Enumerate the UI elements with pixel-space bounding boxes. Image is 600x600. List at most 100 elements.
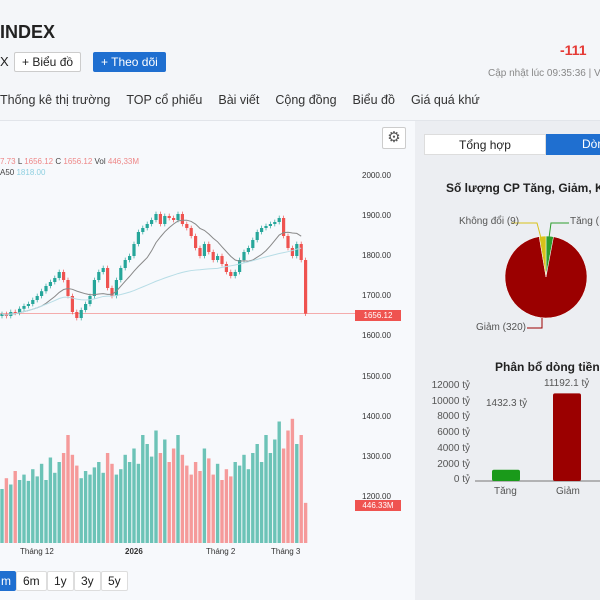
volume-bar xyxy=(127,462,132,543)
candle-body xyxy=(26,304,30,306)
volume-bar xyxy=(149,456,154,543)
pie-leader xyxy=(527,318,543,329)
candle-body xyxy=(0,314,4,316)
pie-slice xyxy=(504,236,588,319)
volume-bar xyxy=(101,472,105,543)
range-3y-button[interactable]: 3y xyxy=(74,571,101,591)
volume-bar xyxy=(264,435,268,543)
volume-bar xyxy=(136,463,141,543)
volume-bar xyxy=(110,463,114,543)
bar-category: Tăng xyxy=(494,486,517,497)
volume-bar xyxy=(237,465,242,543)
volume-bar xyxy=(48,457,53,543)
nav-articles[interactable]: Bài viết xyxy=(218,93,260,107)
volume-bar xyxy=(163,439,167,543)
update-time: Cập nhật lúc 09:35:36 | V xyxy=(488,68,600,79)
volume-bar xyxy=(189,474,193,543)
range-6m-button[interactable]: 6m xyxy=(16,571,47,591)
nav-chart[interactable]: Biểu đồ xyxy=(352,93,395,107)
main-nav: Thống kê thị trường TOP cổ phiếu Bài viế… xyxy=(0,93,480,107)
range-1y-button[interactable]: 1y xyxy=(47,571,74,591)
candle-body xyxy=(172,218,176,220)
volume-bar xyxy=(251,453,255,543)
volume-bar xyxy=(167,462,171,543)
volume-bar xyxy=(229,476,233,543)
candle-body xyxy=(119,268,123,280)
nav-top-stocks[interactable]: TOP cổ phiếu xyxy=(126,93,203,107)
tab-money-flow[interactable]: Dòn xyxy=(546,134,600,155)
pie-title: Số lượng CP Tăng, Giảm, Kh xyxy=(446,181,600,195)
volume-bar xyxy=(132,448,136,543)
bar-title: Phân bổ dòng tiền xyxy=(495,360,600,374)
range-button-active[interactable]: m xyxy=(0,571,16,591)
price-tick: 1900.00 xyxy=(362,211,391,221)
candle-body xyxy=(211,252,215,260)
candle-body xyxy=(229,272,233,276)
volume-bar xyxy=(4,478,9,543)
candle-body xyxy=(180,214,184,224)
candle-body xyxy=(198,248,202,256)
volume-bar xyxy=(31,469,35,543)
candle-body xyxy=(154,214,158,220)
add-chart-button[interactable]: + Biểu đồ xyxy=(14,52,82,72)
candle-body xyxy=(264,226,268,228)
candle-body xyxy=(75,312,79,318)
pie-slice xyxy=(538,235,547,278)
nav-community[interactable]: Cộng đồng xyxy=(275,93,337,107)
volume-bar xyxy=(281,448,286,543)
volume-bar xyxy=(88,474,92,543)
candle-body xyxy=(255,232,259,240)
candle-body xyxy=(299,244,303,260)
x-label: Tháng 2 xyxy=(206,547,236,556)
volume-bar xyxy=(242,454,246,543)
price-chart[interactable] xyxy=(0,0,415,600)
candle-body xyxy=(84,304,88,310)
pie-label-down: Giảm (320) xyxy=(476,322,527,333)
ma-legend: A50 1818.00 xyxy=(0,168,46,177)
follow-button[interactable]: + Theo dõi xyxy=(93,52,166,72)
bar-y-tick: 8000 tỷ xyxy=(437,411,470,423)
pie-chart xyxy=(504,222,588,329)
candle-body xyxy=(220,256,224,264)
volume-bar xyxy=(215,463,220,543)
ma50-line xyxy=(1,247,302,316)
candle-body xyxy=(35,296,39,300)
volume-bar xyxy=(70,454,75,543)
volume-bar xyxy=(286,430,290,543)
candle-body xyxy=(101,268,105,272)
volume-bar xyxy=(13,471,17,543)
nav-history[interactable]: Giá quá khứ xyxy=(410,93,480,107)
candle-body xyxy=(176,214,180,220)
volume-bar xyxy=(273,439,277,543)
range-5y-button[interactable]: 5y xyxy=(101,571,128,591)
nav-market-stats[interactable]: Thống kê thị trường xyxy=(0,93,111,107)
volume-bar xyxy=(207,458,211,543)
ohlc-legend: 7.73 L 1656.12 C 1656.12 Vol 446,33M xyxy=(0,157,140,166)
gear-icon[interactable]: ⚙ xyxy=(382,127,406,149)
x-label: Tháng 12 xyxy=(20,547,54,556)
candle-body xyxy=(242,252,246,260)
volume-bar xyxy=(22,474,26,543)
bar-y-tick: 6000 tỷ xyxy=(437,427,470,439)
volume-bar xyxy=(198,471,202,543)
volume-bar xyxy=(180,454,185,543)
page-title: INDEX xyxy=(0,22,56,42)
candle-body xyxy=(110,288,114,296)
volume-bar xyxy=(114,474,119,543)
volume-bar xyxy=(211,474,215,543)
candle-body xyxy=(22,306,26,309)
volume-bar xyxy=(123,454,127,543)
volume-bar xyxy=(220,480,224,543)
candle-body xyxy=(304,260,308,314)
candle-body xyxy=(194,236,198,248)
candle-body xyxy=(268,224,272,226)
candle-body xyxy=(141,228,145,232)
candle-body xyxy=(57,272,61,278)
candle-body xyxy=(31,300,35,304)
price-tick: 1500.00 xyxy=(362,371,391,381)
tab-summary[interactable]: Tổng hợp xyxy=(424,134,546,155)
bar-data-label: 1432.3 tỷ xyxy=(486,398,528,409)
volume-bar xyxy=(9,484,13,543)
candle-body xyxy=(277,218,281,222)
candle-body xyxy=(167,216,171,218)
